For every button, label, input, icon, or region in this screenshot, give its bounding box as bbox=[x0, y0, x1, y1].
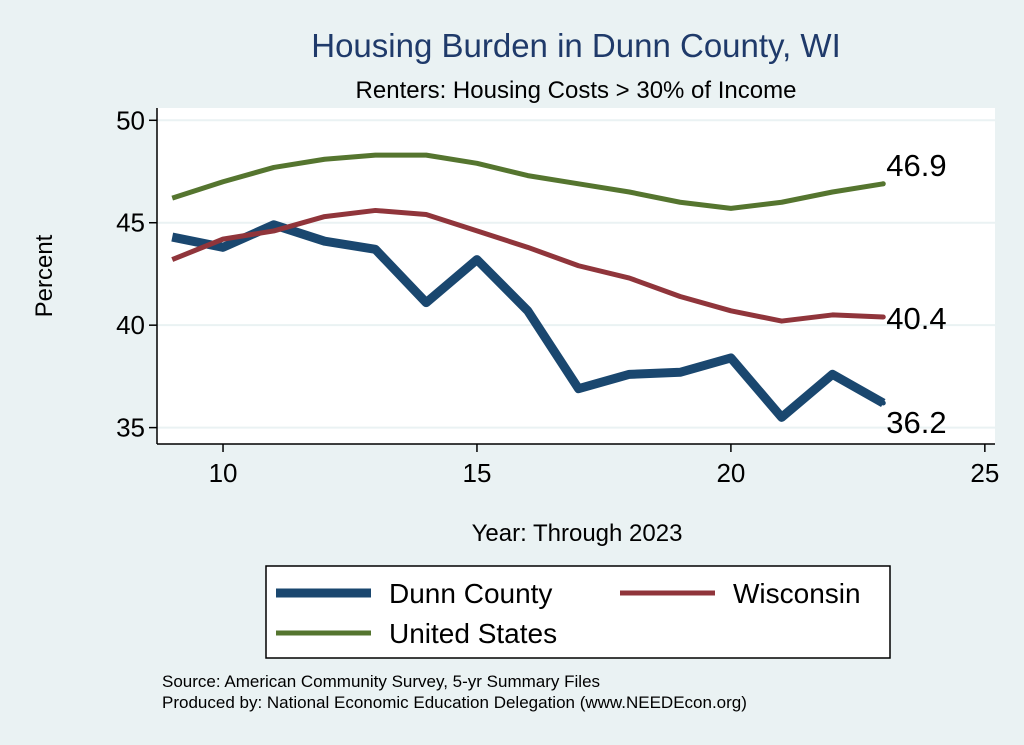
legend-label: Wisconsin bbox=[733, 578, 861, 609]
source-note: Source: American Community Survey, 5-yr … bbox=[162, 672, 600, 691]
end-label: 36.2 bbox=[886, 405, 946, 440]
legend: Dunn County Wisconsin United States bbox=[276, 578, 861, 649]
tick-labels: 35 40 45 50 10 15 20 25 bbox=[116, 105, 999, 488]
axes bbox=[149, 108, 995, 452]
x-axis-label: Year: Through 2023 bbox=[472, 520, 683, 547]
y-tick-label: 45 bbox=[116, 208, 145, 238]
end-point-marker bbox=[880, 400, 886, 406]
y-axis-label: Percent bbox=[31, 234, 58, 317]
series-lines bbox=[171, 152, 886, 422]
x-tick-label: 10 bbox=[209, 458, 238, 488]
y-tick-label: 50 bbox=[116, 105, 145, 135]
x-tick-label: 25 bbox=[970, 458, 999, 488]
y-tick-label: 35 bbox=[116, 413, 145, 443]
x-tick-label: 20 bbox=[716, 458, 745, 488]
y-tick-label: 40 bbox=[116, 310, 145, 340]
end-label: 46.9 bbox=[886, 148, 946, 183]
series-line-dunn-county bbox=[171, 220, 886, 422]
series-line-wisconsin bbox=[171, 207, 884, 324]
end-point-marker bbox=[880, 181, 886, 187]
series-line-united-states bbox=[171, 152, 884, 211]
chart-subtitle: Renters: Housing Costs > 30% of Income bbox=[356, 77, 797, 104]
end-point-marker bbox=[880, 314, 886, 320]
x-tick-label: 15 bbox=[463, 458, 492, 488]
legend-box bbox=[265, 565, 891, 659]
producer-note: Produced by: National Economic Education… bbox=[162, 693, 747, 712]
end-labels: 36.2 40.4 46.9 bbox=[880, 148, 947, 440]
legend-label: Dunn County bbox=[389, 578, 552, 609]
legend-label: United States bbox=[389, 618, 557, 649]
end-label: 40.4 bbox=[886, 301, 946, 336]
chart-title: Housing Burden in Dunn County, WI bbox=[311, 27, 841, 64]
